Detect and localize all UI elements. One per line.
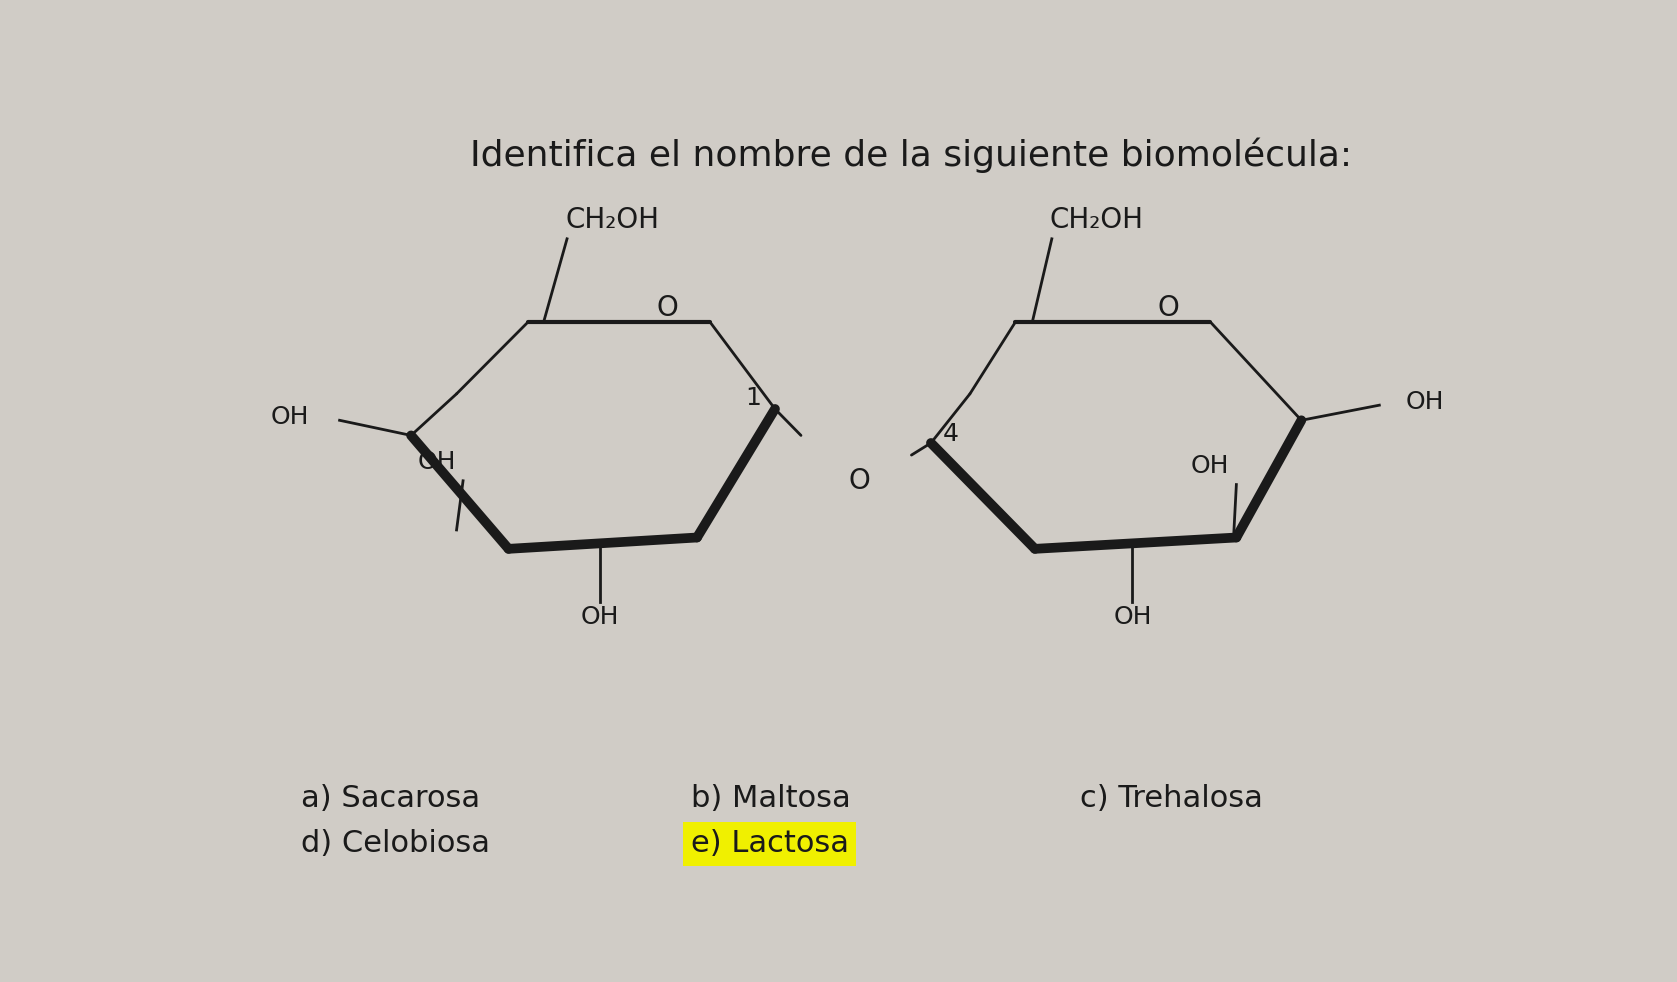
Text: OH: OH (1191, 454, 1229, 477)
Text: O: O (849, 466, 870, 495)
Text: d) Celobiosa: d) Celobiosa (300, 829, 490, 858)
Text: OH: OH (418, 450, 456, 474)
Text: CH₂OH: CH₂OH (565, 206, 659, 234)
Text: O: O (1157, 295, 1179, 322)
Text: OH: OH (1114, 605, 1152, 628)
Text: CH₂OH: CH₂OH (1050, 206, 1144, 234)
Text: c) Trehalosa: c) Trehalosa (1080, 784, 1263, 813)
Text: 4: 4 (942, 422, 959, 446)
Text: b) Maltosa: b) Maltosa (691, 784, 850, 813)
Text: O: O (656, 295, 678, 322)
Text: OH: OH (580, 605, 619, 628)
Text: a) Sacarosa: a) Sacarosa (300, 784, 480, 813)
Text: OH: OH (272, 405, 310, 428)
Text: OH: OH (1405, 390, 1444, 414)
Text: 1: 1 (745, 386, 761, 409)
Text: Identifica el nombre de la siguiente biomolécula:: Identifica el nombre de la siguiente bio… (470, 137, 1353, 174)
Text: e) Lactosa: e) Lactosa (691, 829, 849, 858)
